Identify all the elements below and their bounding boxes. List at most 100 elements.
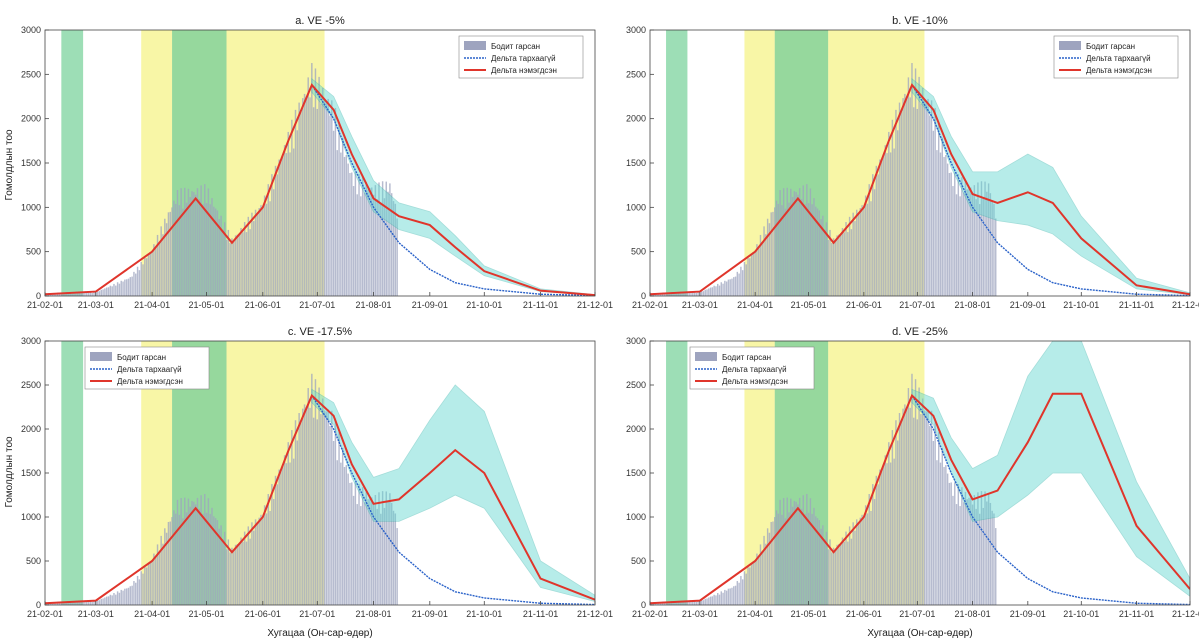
observed-bar xyxy=(122,590,124,605)
observed-bar xyxy=(260,205,262,296)
observed-bar xyxy=(838,234,840,296)
observed-bar xyxy=(991,201,993,296)
observed-bar xyxy=(204,184,206,296)
y-tick-label: 0 xyxy=(641,600,646,610)
observed-bar xyxy=(932,440,935,605)
observed-bar xyxy=(173,200,175,296)
observed-bar xyxy=(704,289,706,296)
x-tick-label: 21-11-01 xyxy=(523,300,558,310)
observed-bar xyxy=(156,234,159,296)
x-tick-label: 21-12-01 xyxy=(577,300,613,310)
observed-bar xyxy=(340,152,342,296)
x-tick-label: 21-03-01 xyxy=(78,609,114,619)
observed-bar xyxy=(782,188,785,296)
observed-bar xyxy=(839,233,842,296)
observed-bar xyxy=(220,525,222,605)
observed-bar xyxy=(303,93,306,296)
observed-bar xyxy=(213,206,215,296)
observed-bar xyxy=(925,411,927,605)
observed-bar xyxy=(331,100,333,296)
observed-bar xyxy=(911,63,913,296)
observed-bar xyxy=(234,235,237,296)
observed-bar xyxy=(749,258,751,296)
observed-bar xyxy=(804,204,806,296)
observed-bar xyxy=(775,510,778,605)
observed-bar xyxy=(802,495,804,605)
observed-bar xyxy=(343,466,346,605)
observed-bar xyxy=(291,430,293,605)
observed-bar xyxy=(891,430,894,605)
observed-bar xyxy=(864,505,867,605)
observed-bar xyxy=(754,560,756,605)
observed-bar xyxy=(53,294,55,296)
observed-bar xyxy=(836,544,838,605)
observed-bar xyxy=(242,232,244,296)
observed-bar xyxy=(791,197,794,296)
observed-bar xyxy=(129,277,132,296)
x-tick-label: 21-04-01 xyxy=(737,609,773,619)
chart-title: d. VE -25% xyxy=(892,326,948,338)
observed-bar xyxy=(247,526,250,605)
confidence-band xyxy=(911,77,1190,296)
y-tick-label: 2000 xyxy=(626,114,646,124)
observed-bar xyxy=(169,521,171,605)
observed-bar xyxy=(202,513,204,605)
observed-bar xyxy=(124,279,126,296)
observed-bar xyxy=(49,294,52,296)
observed-bar xyxy=(205,512,208,605)
observed-bar xyxy=(663,294,665,296)
observed-bar xyxy=(287,442,289,605)
observed-bar xyxy=(791,506,794,605)
observed-bar xyxy=(100,289,102,296)
observed-bar xyxy=(900,422,902,605)
x-tick-label: 21-12-01 xyxy=(577,609,613,619)
observed-bar xyxy=(135,273,137,296)
observed-bar xyxy=(327,98,329,296)
observed-bar xyxy=(765,543,767,605)
y-tick-label: 2000 xyxy=(626,424,646,434)
observed-bar xyxy=(238,542,240,605)
observed-bar xyxy=(659,294,662,296)
observed-bar xyxy=(233,550,235,605)
observed-bar xyxy=(709,287,712,296)
observed-bar xyxy=(238,233,240,296)
observed-bar xyxy=(356,504,358,605)
observed-bar xyxy=(859,517,862,605)
observed-bar xyxy=(807,203,810,296)
observed-bar xyxy=(136,266,139,296)
observed-bar xyxy=(265,513,268,605)
observed-bar xyxy=(194,194,197,296)
y-tick-label: 3000 xyxy=(21,336,41,346)
observed-bar xyxy=(839,542,842,605)
observed-bar xyxy=(946,473,949,605)
observed-bar xyxy=(311,373,313,605)
observed-bar xyxy=(955,194,958,296)
observed-bar xyxy=(686,293,689,296)
observed-bar xyxy=(312,107,315,296)
observed-bar xyxy=(993,203,995,296)
observed-bar xyxy=(100,598,102,605)
observed-bar xyxy=(189,197,191,296)
observed-bar xyxy=(720,282,722,296)
observed-bar xyxy=(724,589,726,605)
observed-bar xyxy=(741,270,744,296)
observed-bar xyxy=(877,484,879,605)
observed-bar xyxy=(176,499,179,605)
observed-bar xyxy=(167,521,170,605)
observed-bar xyxy=(907,388,910,605)
observed-bar xyxy=(240,537,242,605)
observed-bar xyxy=(202,204,204,296)
observed-bar xyxy=(307,388,309,605)
observed-bar xyxy=(198,508,201,605)
observed-bar xyxy=(957,174,960,296)
observed-bar xyxy=(717,283,719,296)
observed-bar xyxy=(725,281,728,296)
observed-bar xyxy=(316,108,319,296)
observed-bar xyxy=(243,531,246,605)
observed-bar xyxy=(127,587,130,605)
observed-bar xyxy=(260,514,262,605)
observed-bar xyxy=(674,602,676,605)
observed-bar xyxy=(882,465,885,605)
observed-bar xyxy=(914,68,917,296)
observed-bar xyxy=(843,232,845,296)
